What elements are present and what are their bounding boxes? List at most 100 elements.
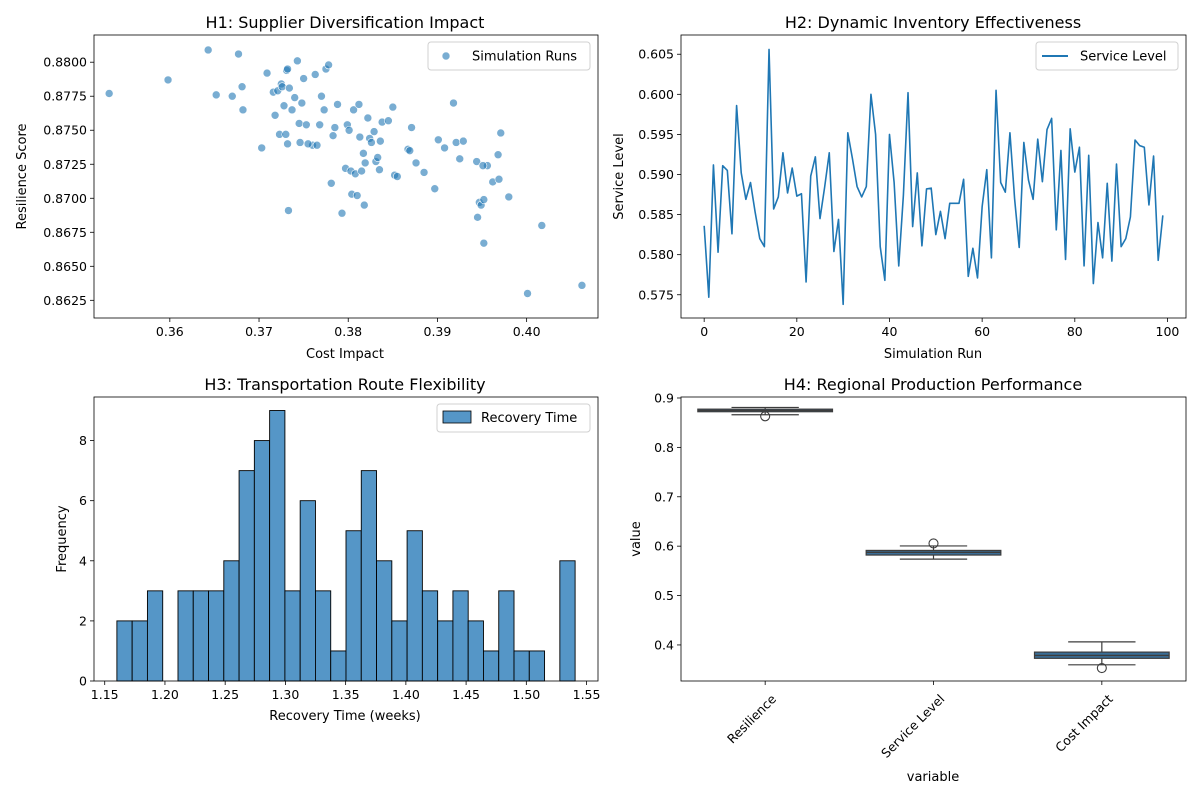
scatter-point <box>203 45 213 55</box>
scatter-point <box>326 179 336 188</box>
scatter-point <box>303 139 313 149</box>
x-tick-label: 1.15 <box>91 687 119 702</box>
histogram-bar <box>467 620 484 682</box>
scatter-point <box>211 90 221 100</box>
histogram-bar <box>223 560 240 682</box>
h2-y-label: Service Level <box>612 133 627 220</box>
y-tick-label: 0.8700 <box>43 191 87 206</box>
scatter-point <box>297 98 307 108</box>
scatter-point <box>163 75 173 85</box>
scatter-point <box>294 119 304 128</box>
h3-legend-label: Recovery Time <box>481 411 577 426</box>
scatter-point <box>310 70 320 79</box>
scatter-point <box>455 154 465 164</box>
h3-y-ticks: 0 2 4 6 8 <box>79 433 94 689</box>
scatter-point <box>407 123 416 132</box>
histogram-bar <box>483 650 500 682</box>
histogram-bar <box>376 560 393 682</box>
h3-legend-marker <box>442 410 472 424</box>
y-tick-label: 0.580 <box>638 247 674 262</box>
h3-bars <box>116 410 576 682</box>
h4-x-ticks: Resilience Service Level Cost Impact <box>724 681 1116 761</box>
histogram-bar <box>208 590 225 682</box>
h3-title: H3: Transportation Route Flexibility <box>204 375 485 394</box>
scatter-point <box>287 105 297 115</box>
x-tick-label: 1.40 <box>392 687 420 702</box>
x-tick-label: 0.38 <box>334 324 362 339</box>
scatter-point <box>333 100 342 109</box>
histogram-bar <box>498 590 515 682</box>
y-tick-label: 0.7 <box>654 489 674 504</box>
scatter-point <box>302 120 311 130</box>
scatter-point <box>283 139 292 149</box>
scatter-point <box>284 206 293 215</box>
y-tick-label: 6 <box>79 493 87 508</box>
scatter-point <box>295 138 305 147</box>
histogram-bar <box>406 530 423 682</box>
y-tick-label: 4 <box>79 553 87 568</box>
scatter-point <box>430 184 440 194</box>
scatter-point <box>312 140 322 150</box>
scatter-point <box>281 130 291 139</box>
x-tick-label: 40 <box>882 324 898 339</box>
scatter-point <box>577 281 587 290</box>
x-category-label: Service Level <box>878 691 947 760</box>
histogram-bar <box>315 590 332 682</box>
box-outlier <box>928 538 939 549</box>
y-tick-label: 0.585 <box>638 207 674 222</box>
scatter-point <box>354 100 364 109</box>
histogram-bar <box>345 530 362 682</box>
histogram-bar <box>360 470 377 682</box>
y-tick-label: 0.8725 <box>43 157 87 172</box>
scatter-point <box>234 49 243 59</box>
y-tick-label: 0.575 <box>638 287 674 302</box>
histogram-bar <box>391 620 408 682</box>
h4-y-ticks: 0.4 0.5 0.6 0.7 0.8 0.9 <box>654 390 681 652</box>
scatter-point <box>104 89 114 98</box>
h2-axes-frame <box>680 34 1187 319</box>
scatter-point <box>315 120 324 130</box>
h1-legend: Simulation Runs <box>427 41 591 71</box>
y-tick-label: 0.8650 <box>43 259 87 274</box>
histogram-bar <box>330 650 347 682</box>
h3-axes-frame <box>93 396 599 682</box>
scatter-point <box>352 191 362 200</box>
scatter-point <box>355 132 365 142</box>
y-tick-label: 0.4 <box>654 637 674 652</box>
scatter-point <box>283 64 292 74</box>
h2-legend-box <box>1035 41 1179 71</box>
histogram-bar <box>116 620 133 682</box>
scatter-point <box>405 146 415 155</box>
box-outlier <box>1096 663 1107 674</box>
y-tick-label: 0.600 <box>638 87 674 102</box>
y-tick-label: 0.8800 <box>43 55 87 70</box>
scatter-point <box>434 135 443 145</box>
y-tick-label: 0.9 <box>654 390 674 405</box>
histogram-bar <box>452 590 469 682</box>
histogram-bar <box>238 470 255 682</box>
scatter-point <box>478 161 488 170</box>
h2-legend: Service Level <box>1035 41 1179 71</box>
x-tick-label: 0.40 <box>513 324 541 339</box>
scatter-point <box>392 172 402 181</box>
scatter-point <box>290 93 300 102</box>
x-tick-label: 1.50 <box>512 687 540 702</box>
y-tick-label: 0 <box>79 674 87 689</box>
y-tick-label: 0.8 <box>654 440 674 455</box>
x-category-label: Resilience <box>724 691 779 746</box>
x-tick-label: 100 <box>1156 324 1180 339</box>
h1-axes-frame <box>93 34 599 319</box>
scatter-point <box>277 82 287 92</box>
histogram-bar <box>299 500 316 682</box>
scatter-point <box>494 174 504 184</box>
h1-legend-label: Simulation Runs <box>472 50 577 65</box>
scatter-point <box>419 168 429 177</box>
h4-boxes <box>697 406 1170 674</box>
scatter-point <box>459 136 468 146</box>
scatter-point <box>324 60 333 70</box>
scatter-point <box>349 105 358 115</box>
scatter-point <box>369 127 379 136</box>
h1-x-label: Cost Impact <box>306 347 384 362</box>
scatter-point <box>479 195 489 204</box>
histogram-bar <box>177 590 194 682</box>
